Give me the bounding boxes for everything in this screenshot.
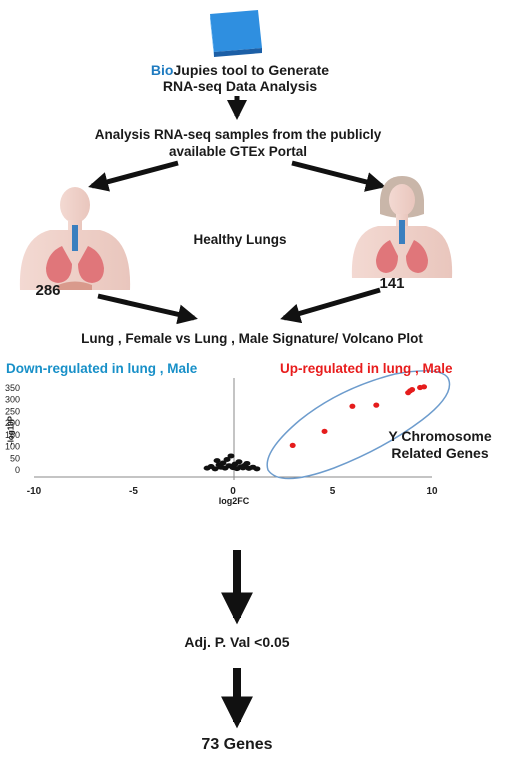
x-tick-label: 0 xyxy=(230,486,236,497)
volcano-x-ticks: -10 -5 0 5 10 xyxy=(27,486,438,497)
book-icon xyxy=(210,10,262,57)
header-text: BioJupies tool to Generate RNA-seq Data … xyxy=(110,62,370,94)
non-significant-point xyxy=(213,458,221,464)
x-tick-label: -10 xyxy=(27,486,42,497)
healthy-lungs-label: Healthy Lungs xyxy=(193,232,287,247)
y-tick-label: 100 xyxy=(5,442,20,452)
analysis-line2: available GTEx Portal xyxy=(168,144,308,159)
signature-title: Lung , Female vs Lung , Male Signature/ … xyxy=(81,331,423,346)
arrow-male-to-signature xyxy=(97,293,198,325)
up-regulated-point xyxy=(321,428,328,434)
non-significant-point xyxy=(227,453,235,459)
male-torso-lungs-icon xyxy=(19,187,131,290)
cluster-label-line1: Y Chromosome xyxy=(388,428,492,444)
up-regulated-point xyxy=(373,402,380,408)
male-sample-count: 286 xyxy=(35,282,61,299)
filter-label: Adj. P. Val <0.05 xyxy=(184,634,290,650)
x-tick-label: 10 xyxy=(426,486,438,497)
cluster-label-line2: Related Genes xyxy=(391,445,489,461)
up-regulated-point xyxy=(409,387,416,393)
y-tick-label: 200 xyxy=(5,418,20,428)
non-significant-point xyxy=(235,459,243,465)
arrow-to-female xyxy=(291,160,386,192)
y-tick-label: 300 xyxy=(5,395,20,405)
y-tick-label: 350 xyxy=(5,383,20,393)
analysis-text: Analysis RNA-seq samples from the public… xyxy=(60,126,416,160)
y-tick-label: 150 xyxy=(5,430,20,440)
arrow-female-to-signature xyxy=(280,287,381,324)
header-line1: Jupies tool to Generate xyxy=(173,62,330,78)
x-tick-label: -5 xyxy=(129,486,138,497)
volcano-points xyxy=(203,384,428,472)
non-significant-point xyxy=(253,466,261,472)
header-line2: RNA-seq Data Analysis xyxy=(162,78,318,94)
non-significant-point xyxy=(243,460,251,466)
non-significant-point xyxy=(223,456,231,462)
up-regulated-point xyxy=(289,442,296,448)
cluster-label: Y Chromosome Related Genes xyxy=(370,428,510,462)
y-tick-label: 0 xyxy=(15,465,20,475)
down-regulated-label: Down-regulated in lung , Male xyxy=(6,361,198,376)
up-regulated-point xyxy=(349,403,356,409)
y-tick-label: 50 xyxy=(10,453,20,463)
result-label: 73 Genes xyxy=(201,736,273,753)
brand-name: Bio xyxy=(150,62,174,78)
x-axis-label: log2FC xyxy=(218,496,250,506)
female-torso-lungs-icon xyxy=(351,176,453,278)
female-sample-count: 141 xyxy=(379,275,405,292)
y-chromosome-ellipse xyxy=(266,370,451,480)
up-regulated-label: Up-regulated in lung , Male xyxy=(280,361,453,376)
arrow-to-male xyxy=(88,160,179,192)
up-regulated-point xyxy=(421,384,428,390)
analysis-line1: Analysis RNA-seq samples from the public… xyxy=(94,127,382,142)
y-tick-label: 250 xyxy=(5,406,20,416)
non-significant-point xyxy=(219,460,227,466)
x-tick-label: 5 xyxy=(330,486,336,497)
non-significant-point xyxy=(211,466,219,472)
y-axis-label: -log10P xyxy=(6,416,16,445)
